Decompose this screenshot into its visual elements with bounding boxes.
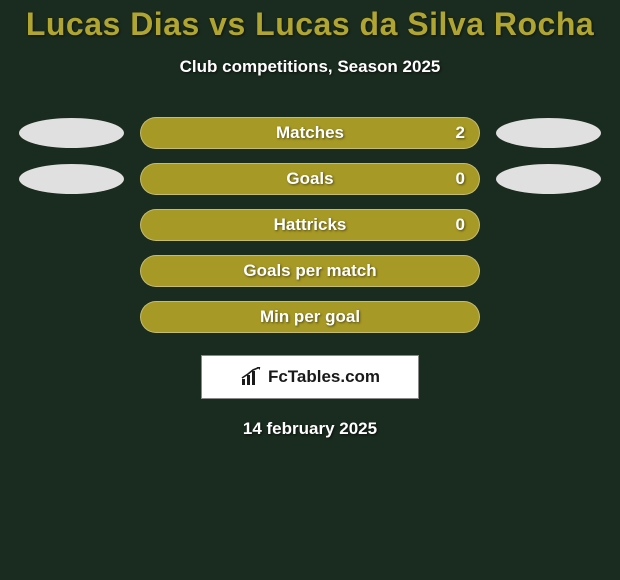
chart-icon [240, 367, 264, 387]
stat-row: Goals per match [0, 255, 620, 287]
right-player-marker [496, 164, 601, 194]
footer-date: 14 february 2025 [0, 419, 620, 439]
stat-bar-goals: Goals 0 [140, 163, 480, 195]
stat-label: Goals [286, 169, 333, 189]
stat-bar-matches: Matches 2 [140, 117, 480, 149]
stat-row: Min per goal [0, 301, 620, 333]
stat-value: 0 [456, 215, 465, 235]
stat-label: Hattricks [274, 215, 347, 235]
stat-row: Goals 0 [0, 163, 620, 195]
stat-label: Goals per match [243, 261, 376, 281]
left-player-marker [19, 164, 124, 194]
right-player-marker [496, 118, 601, 148]
page-subtitle: Club competitions, Season 2025 [0, 57, 620, 77]
stat-bar-goals-per-match: Goals per match [140, 255, 480, 287]
stat-value: 2 [456, 123, 465, 143]
stat-label: Matches [276, 123, 344, 143]
left-player-marker [19, 118, 124, 148]
stat-row: Matches 2 [0, 117, 620, 149]
stats-card: Lucas Dias vs Lucas da Silva Rocha Club … [0, 0, 620, 439]
stat-value: 0 [456, 169, 465, 189]
stat-bar-hattricks: Hattricks 0 [140, 209, 480, 241]
stat-bar-min-per-goal: Min per goal [140, 301, 480, 333]
brand-text: FcTables.com [268, 367, 380, 387]
brand-badge[interactable]: FcTables.com [201, 355, 419, 399]
stat-label: Min per goal [260, 307, 360, 327]
page-title: Lucas Dias vs Lucas da Silva Rocha [0, 6, 620, 43]
stat-row: Hattricks 0 [0, 209, 620, 241]
stats-list: Matches 2 Goals 0 Hattricks 0 Goals [0, 117, 620, 333]
